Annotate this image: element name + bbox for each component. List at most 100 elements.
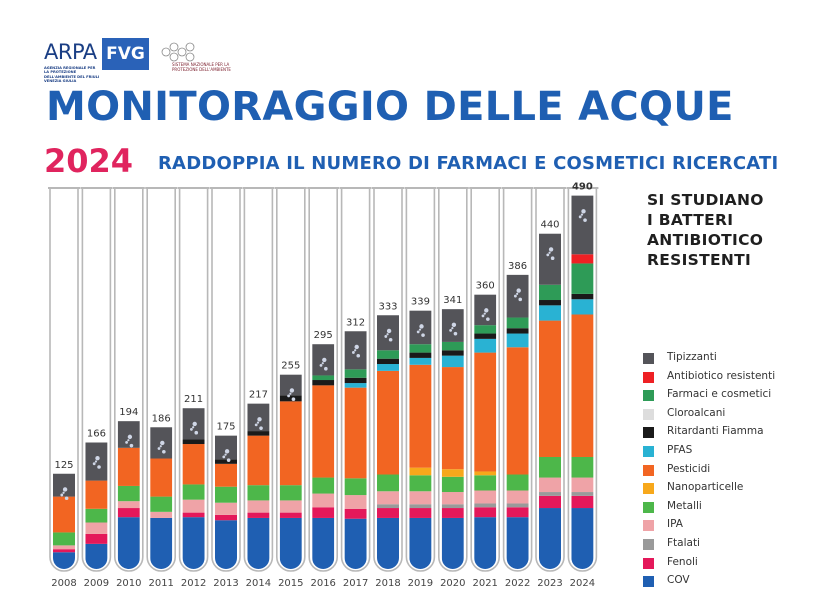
bar-segment	[53, 496, 75, 533]
bar-segment	[53, 532, 75, 546]
legend-label: COV	[667, 574, 690, 587]
legend-label: Antibiotico resistenti	[667, 369, 776, 382]
total-label: 166	[87, 429, 106, 440]
bubble	[481, 314, 485, 318]
bar-stack	[53, 473, 75, 569]
bubble	[451, 327, 454, 330]
bubble	[287, 394, 290, 398]
bubble	[190, 428, 193, 431]
bar-stack	[344, 331, 367, 569]
bar-segment	[215, 520, 237, 569]
bar-segment	[506, 328, 529, 334]
bar-segment	[571, 299, 594, 315]
bubble	[194, 430, 199, 435]
bubble	[192, 421, 197, 427]
bubble	[289, 388, 295, 393]
bar-stack	[215, 435, 237, 569]
bar-segment	[377, 517, 399, 569]
bar-segment	[441, 350, 464, 356]
bar-segment	[150, 511, 173, 518]
legend-label: Metalli	[667, 499, 702, 512]
snpa-logo: SISTEMA NAZIONALE PER LA PROTEZIONE DELL…	[160, 40, 231, 80]
bar-segment	[409, 364, 432, 468]
bar-segment	[441, 517, 464, 569]
logo-wordmark: ARPA	[44, 40, 97, 64]
year-tick-label: 2016	[310, 578, 335, 589]
bar-segment	[377, 370, 399, 475]
year-tick-label: 2021	[472, 578, 497, 589]
bar-segment	[539, 320, 561, 457]
bar-segment	[474, 490, 497, 504]
bar-stack	[409, 310, 432, 569]
year-tick-label: 2008	[51, 578, 76, 589]
bubble	[129, 443, 134, 448]
bubble	[550, 256, 555, 261]
bar-segment	[409, 467, 432, 476]
bubble	[514, 294, 517, 298]
bar-segment	[279, 512, 302, 518]
bar-segment	[215, 435, 237, 460]
year-tick-label: 2011	[148, 578, 173, 589]
bubble	[386, 333, 389, 336]
bar-segment	[539, 492, 561, 496]
legend-label: Ftalati	[667, 537, 700, 549]
bubble	[580, 213, 584, 216]
bubble	[226, 458, 231, 462]
bar-segment	[571, 492, 594, 496]
bubble	[548, 247, 554, 252]
bar-segment	[247, 485, 270, 501]
year-tick-label: 2020	[440, 578, 465, 589]
note-line: SI STUDIANO	[647, 191, 764, 209]
bar-segment	[506, 317, 529, 329]
bar-stack	[182, 408, 205, 569]
bar-segment	[506, 503, 529, 508]
bar-segment	[571, 293, 594, 300]
page-title: MONITORAGGIO DELLE ACQUE	[46, 84, 734, 130]
year-tick-label: 2015	[278, 578, 303, 589]
bar-segment	[441, 492, 464, 505]
total-label: 360	[476, 281, 495, 292]
bar-segment	[53, 552, 75, 569]
bubble	[516, 288, 521, 293]
bar-segment	[344, 387, 367, 479]
bubble	[289, 392, 292, 395]
bar-segment	[182, 444, 205, 485]
bar-segment	[247, 500, 270, 513]
bar-segment	[344, 508, 367, 519]
bubble	[384, 335, 388, 338]
bubble	[324, 366, 328, 371]
bar-segment	[247, 431, 270, 436]
year-tick-label: 2022	[505, 578, 530, 589]
partner-subtext: SISTEMA NAZIONALE PER LA PROTEZIONE DELL…	[172, 62, 231, 72]
bubble	[92, 462, 96, 466]
bar-segment	[571, 495, 594, 509]
bubble	[421, 333, 425, 337]
bar-segment	[474, 471, 497, 476]
bar-segment	[409, 344, 432, 353]
bubble	[486, 317, 490, 321]
bar-segment	[377, 504, 399, 509]
antibiotic-note: SI STUDIANO I BATTERI ANTIBIOTICO RESIST…	[647, 190, 764, 270]
bubble	[257, 417, 262, 422]
bubble	[386, 328, 392, 334]
bubble	[162, 449, 166, 454]
bubble	[224, 453, 227, 456]
bar-segment	[409, 357, 432, 365]
legend-swatch	[643, 576, 654, 588]
bar-segment	[506, 274, 529, 318]
bar-segment	[117, 508, 140, 518]
bar-segment	[409, 517, 432, 569]
bubble	[254, 423, 258, 427]
total-label: 217	[249, 390, 268, 401]
bar-segment	[441, 508, 464, 518]
legend-label: Fenoli	[667, 555, 698, 568]
bubble	[291, 397, 296, 401]
bar-segment	[474, 325, 497, 334]
bar-segment	[377, 491, 399, 505]
note-line: RESISTENTI	[647, 251, 752, 269]
bubble	[578, 215, 582, 219]
bar-segment	[247, 435, 270, 486]
bar-segment	[312, 380, 335, 386]
bubble	[62, 487, 68, 492]
